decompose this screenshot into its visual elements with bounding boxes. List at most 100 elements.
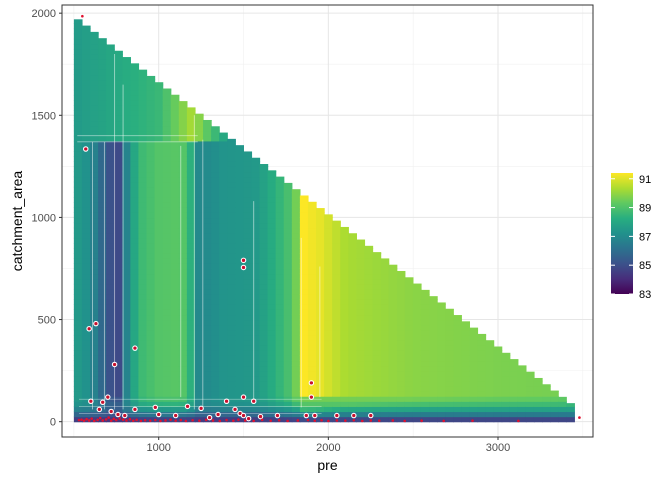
fill-tile — [227, 299, 236, 305]
data-point — [118, 417, 121, 420]
fill-tile — [73, 79, 83, 86]
fill-tile — [154, 151, 164, 157]
fill-tile — [146, 375, 156, 382]
fill-tile — [461, 375, 470, 382]
fill-tile — [235, 207, 244, 213]
fill-tile — [396, 334, 406, 341]
fill-tile — [332, 253, 341, 259]
fill-tile — [146, 135, 156, 142]
fill-tile — [275, 396, 285, 402]
fill-tile — [219, 375, 228, 382]
fill-tile — [178, 401, 188, 407]
fill-tile — [122, 319, 131, 326]
fill-tile — [146, 385, 156, 392]
fill-tile — [170, 263, 180, 270]
legend-label: 83 — [639, 289, 651, 301]
fill-tile — [259, 385, 269, 392]
fill-tile — [73, 391, 83, 397]
fill-tile — [243, 166, 253, 173]
fill-tile — [364, 253, 374, 259]
fill-tile — [251, 176, 261, 183]
fill-tile — [178, 360, 188, 367]
fill-tile — [114, 99, 123, 106]
fill-tile — [106, 181, 115, 188]
fill-tile — [154, 345, 164, 351]
fill-tile — [267, 411, 277, 418]
fill-tile — [122, 197, 131, 203]
fill-tile — [324, 355, 333, 362]
fill-tile — [106, 212, 115, 219]
fill-tile — [227, 319, 236, 326]
fill-tile — [98, 38, 107, 45]
fill-tile — [299, 350, 309, 356]
fill-tile — [73, 110, 83, 116]
fill-tile — [219, 232, 228, 239]
fill-tile — [219, 324, 228, 331]
fill-tile — [130, 64, 140, 70]
fill-tile — [219, 411, 228, 418]
fill-tile — [203, 350, 212, 356]
fill-tile — [307, 345, 317, 351]
fill-tile — [429, 380, 438, 387]
fill-tile — [114, 309, 123, 316]
fill-tile — [356, 304, 366, 310]
fill-tile — [170, 294, 180, 300]
fill-tile — [235, 304, 244, 310]
fill-tile — [372, 314, 382, 321]
fill-tile — [211, 339, 220, 346]
fill-tile — [194, 166, 204, 173]
fill-tile — [332, 314, 341, 321]
fill-tile — [106, 288, 115, 295]
fill-tile — [412, 406, 422, 413]
fill-tile — [267, 365, 277, 372]
fill-tile — [227, 283, 236, 290]
fill-tile — [259, 401, 269, 407]
fill-tile — [81, 288, 91, 295]
fill-tile — [356, 370, 366, 377]
fill-tile — [429, 396, 438, 402]
fill-tile — [509, 401, 519, 407]
fill-tile — [219, 248, 228, 254]
fill-tile — [122, 258, 131, 264]
fill-tile — [324, 273, 333, 280]
fill-tile — [114, 69, 123, 76]
fill-tile — [275, 278, 285, 285]
fill-tile — [348, 299, 357, 305]
fill-tile — [477, 411, 487, 418]
data-point-ringed — [215, 411, 221, 418]
data-point — [306, 418, 310, 422]
fill-tile — [219, 268, 228, 275]
fill-tile — [477, 360, 487, 367]
fill-tile — [130, 304, 140, 310]
fill-tile — [396, 411, 406, 418]
fill-tile — [509, 360, 519, 367]
fill-tile — [291, 227, 301, 234]
fill-tile — [146, 396, 156, 402]
fill-tile — [259, 309, 269, 316]
fill-tile — [138, 309, 148, 316]
fill-tile — [81, 156, 91, 162]
fill-tile — [420, 406, 430, 413]
fill-tile — [469, 391, 479, 397]
fill-tile — [364, 283, 374, 290]
data-point — [313, 419, 317, 422]
fill-tile — [227, 161, 236, 167]
fill-tile — [550, 396, 559, 402]
fill-tile — [283, 304, 293, 310]
fill-tile — [275, 191, 285, 198]
fill-tile — [154, 309, 164, 316]
fill-tile — [122, 350, 131, 356]
fill-tile — [178, 268, 188, 275]
fill-tile — [170, 191, 180, 198]
fill-tile — [461, 406, 470, 413]
fill-tile — [186, 411, 196, 418]
fill-tile — [517, 375, 527, 382]
fill-tile — [106, 237, 115, 244]
fill-tile — [211, 130, 220, 137]
fill-tile — [356, 406, 366, 413]
fill-tile — [501, 406, 511, 413]
fill-tile — [90, 370, 99, 377]
fill-tile — [259, 355, 269, 362]
fill-tile — [162, 120, 172, 127]
fill-tile — [211, 401, 220, 407]
